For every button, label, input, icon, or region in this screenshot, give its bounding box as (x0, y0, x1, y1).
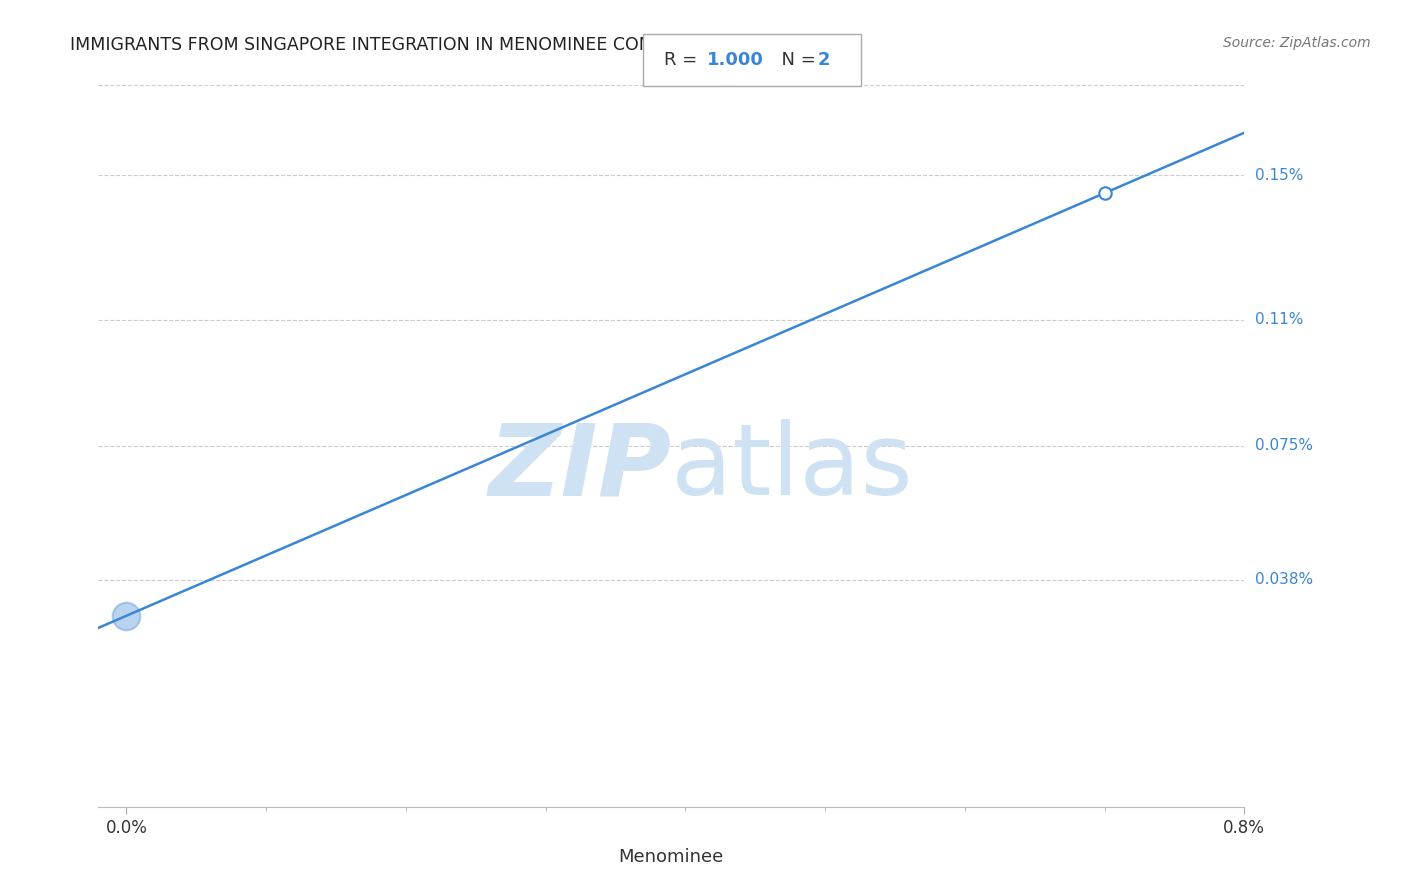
Text: IMMIGRANTS FROM SINGAPORE INTEGRATION IN MENOMINEE COMMUNITIES: IMMIGRANTS FROM SINGAPORE INTEGRATION IN… (70, 36, 738, 54)
Text: N =: N = (770, 51, 821, 69)
Point (1094, 186, 1116, 201)
Text: Source: ZipAtlas.com: Source: ZipAtlas.com (1223, 36, 1371, 50)
Text: 2: 2 (818, 51, 830, 69)
X-axis label: Menominee: Menominee (619, 848, 724, 866)
Text: atlas: atlas (672, 419, 912, 516)
Point (115, 608, 138, 623)
Text: 0.038%: 0.038% (1256, 572, 1313, 587)
Text: ZIP: ZIP (488, 419, 672, 516)
Text: 1.000: 1.000 (707, 51, 763, 69)
Text: R =: R = (665, 51, 703, 69)
Text: 0.11%: 0.11% (1256, 312, 1303, 327)
Text: 0.15%: 0.15% (1256, 168, 1303, 183)
Text: 0.075%: 0.075% (1256, 439, 1313, 453)
